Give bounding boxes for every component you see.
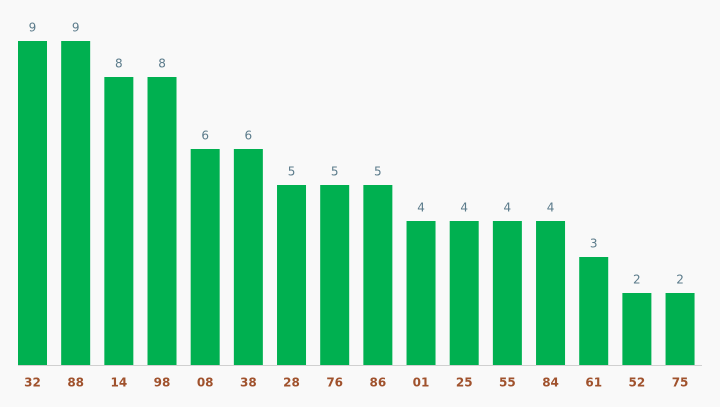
bar: [190, 149, 220, 365]
value-label: 2: [676, 273, 684, 287]
value-label: 4: [547, 201, 555, 215]
x-tick-label: 14: [110, 376, 127, 390]
bar: [233, 149, 263, 365]
value-label: 9: [72, 21, 80, 35]
x-tick-label: 28: [283, 376, 300, 390]
x-tick-label: 84: [542, 376, 559, 390]
bar: [536, 221, 566, 365]
x-tick-label: 38: [240, 376, 257, 390]
x-tick-label: 01: [413, 376, 430, 390]
bar: [622, 293, 652, 365]
value-label: 5: [288, 165, 296, 179]
x-tick-label: 61: [585, 376, 602, 390]
value-label: 3: [590, 237, 598, 251]
bar: [61, 41, 91, 365]
bar: [18, 41, 47, 365]
bar: [277, 185, 307, 365]
x-tick-label: 98: [154, 376, 171, 390]
x-tick-label: 55: [499, 376, 516, 390]
value-label: 6: [201, 129, 209, 143]
value-label: 5: [331, 165, 339, 179]
x-tick-label: 76: [326, 376, 343, 390]
value-label: 8: [158, 57, 166, 71]
x-tick-label: 52: [629, 376, 646, 390]
bar: [363, 185, 393, 365]
bar: [406, 221, 436, 365]
bar: [320, 185, 350, 365]
bar: [579, 257, 609, 365]
bar: [104, 77, 134, 365]
value-label: 9: [29, 21, 37, 35]
x-tick-label: 75: [672, 376, 689, 390]
value-label: 6: [245, 129, 253, 143]
value-label: 4: [417, 201, 425, 215]
value-label: 8: [115, 57, 123, 71]
x-tick-label: 86: [370, 376, 387, 390]
bar: [147, 77, 177, 365]
bar: [665, 293, 695, 365]
bar: [449, 221, 479, 365]
bar: [492, 221, 522, 365]
value-label: 2: [633, 273, 641, 287]
x-tick-label: 08: [197, 376, 214, 390]
value-label: 5: [374, 165, 382, 179]
x-tick-label: 32: [24, 376, 41, 390]
x-tick-label: 25: [456, 376, 473, 390]
x-tick-label: 88: [67, 376, 84, 390]
value-label: 4: [504, 201, 512, 215]
value-label: 4: [460, 201, 468, 215]
